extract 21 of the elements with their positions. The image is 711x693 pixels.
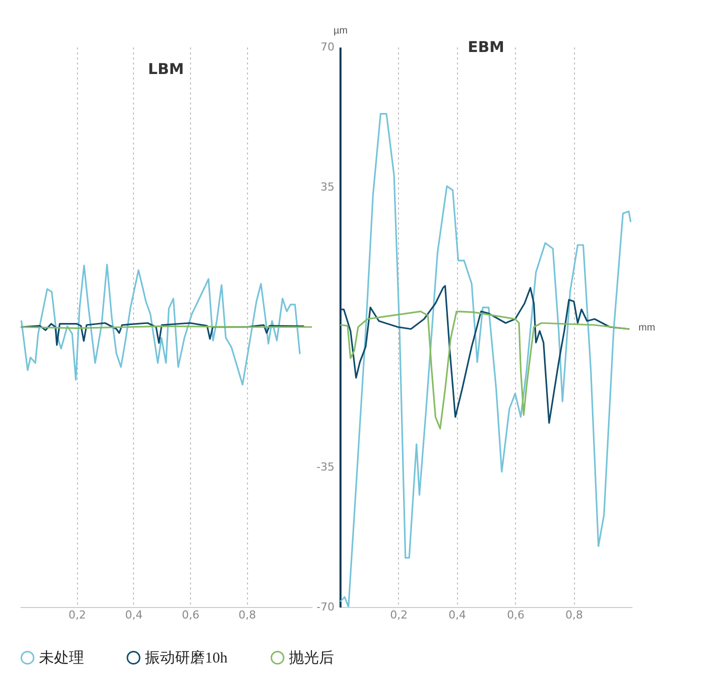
legend-label: 抛光后 (289, 650, 334, 667)
x-tick-label: 0,2 (390, 608, 408, 622)
x-tick-label: 0,6 (182, 608, 200, 622)
y-axis-title: µm (333, 26, 348, 36)
y-tick-label: 35 (320, 180, 334, 194)
legend-label: 振动研磨10h (145, 650, 228, 667)
y-tick-label: -35 (316, 460, 334, 474)
x-tick-label: 0,8 (565, 608, 583, 622)
x-tick-label: 0,4 (448, 608, 466, 622)
text: LBM (148, 60, 184, 78)
x-tick-label: 0,4 (125, 608, 143, 622)
x-axis-title: mm (638, 322, 656, 334)
x-tick-label: 0,8 (238, 608, 256, 622)
y-tick-label: 70 (320, 40, 334, 54)
y-tick-label: -70 (316, 600, 334, 614)
x-tick-label: 0,6 (506, 608, 524, 622)
line-series (340, 310, 630, 430)
line-series (340, 113, 632, 607)
legend-label: 未处理 (39, 650, 84, 667)
chart-title: EBM (468, 38, 504, 56)
x-tick-label: 0,2 (68, 608, 86, 622)
